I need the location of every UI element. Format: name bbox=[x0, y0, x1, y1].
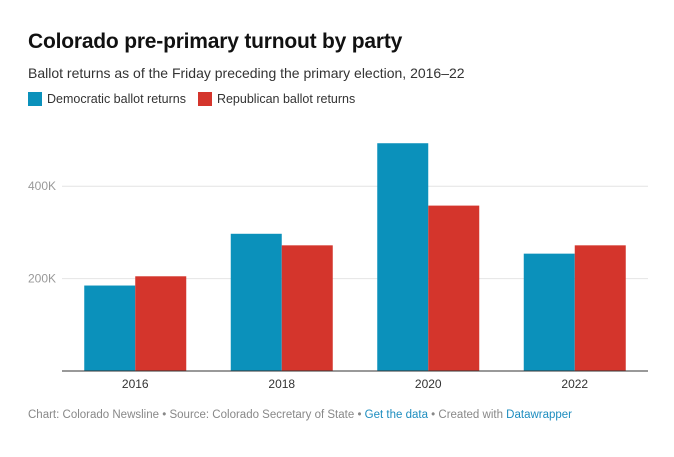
y-tick-label: 200K bbox=[28, 272, 56, 286]
footer: Chart: Colorado Newsline • Source: Color… bbox=[28, 409, 572, 421]
footer-separator: • bbox=[357, 409, 362, 421]
bar-democratic-2016 bbox=[84, 285, 136, 371]
source-credit: Source: Colorado Secretary of State bbox=[169, 409, 355, 421]
datawrapper-link[interactable]: Datawrapper bbox=[506, 409, 573, 421]
legend-item-democratic: Democratic ballot returns bbox=[28, 92, 186, 106]
bar-republican-2018 bbox=[281, 245, 333, 371]
get-data-link[interactable]: Get the data bbox=[364, 409, 428, 421]
legend-swatch-democratic bbox=[28, 92, 42, 106]
bar-democratic-2022 bbox=[523, 253, 575, 371]
bar-republican-2020 bbox=[428, 205, 480, 371]
legend: Democratic ballot returns Republican bal… bbox=[28, 92, 367, 106]
bar-democratic-2018 bbox=[230, 233, 282, 371]
chart-title: Colorado pre-primary turnout by party bbox=[28, 30, 403, 53]
footer-separator: • bbox=[162, 409, 167, 421]
x-tick-label: 2018 bbox=[268, 377, 295, 391]
y-tick-label: 400K bbox=[28, 179, 56, 193]
legend-swatch-republican bbox=[197, 92, 212, 106]
legend-label-republican: Republican ballot returns bbox=[216, 92, 356, 106]
bar-democratic-2020 bbox=[377, 143, 429, 371]
legend-label-democratic: Democratic ballot returns bbox=[47, 92, 186, 106]
chart-credit: Chart: Colorado Newsline bbox=[28, 409, 160, 421]
created-with-text: Created with bbox=[438, 409, 503, 421]
x-tick-label: 2016 bbox=[122, 377, 149, 391]
chart-subtitle: Ballot returns as of the Friday precedin… bbox=[28, 65, 465, 81]
legend-item-republican: Republican ballot returns bbox=[197, 92, 356, 106]
x-tick-label: 2022 bbox=[561, 377, 588, 391]
x-tick-label: 2020 bbox=[415, 377, 442, 391]
bar-republican-2016 bbox=[135, 276, 187, 371]
bar-republican-2022 bbox=[574, 245, 626, 371]
footer-separator: • bbox=[431, 409, 436, 421]
